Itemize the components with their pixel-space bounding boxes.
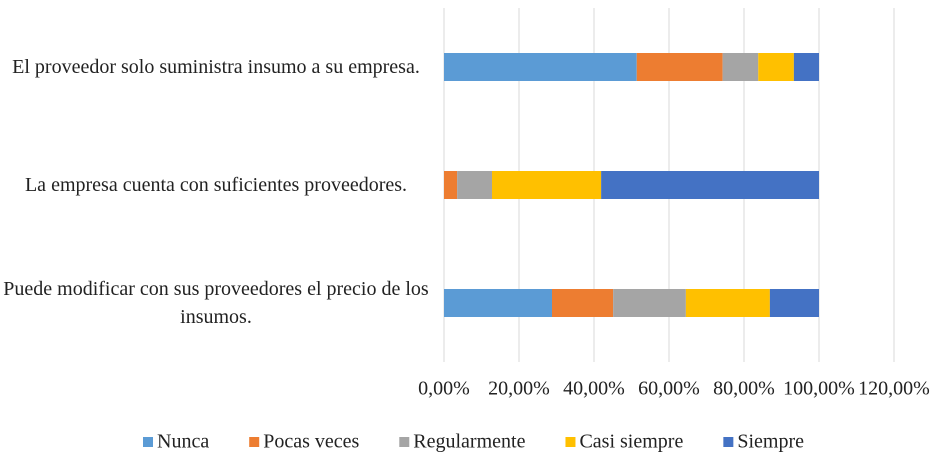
bar-segment <box>601 171 819 199</box>
x-tick-label: 20,00% <box>488 378 550 400</box>
legend-label: Siempre <box>737 431 804 453</box>
legend-marker <box>143 437 153 447</box>
bar-segment <box>758 53 794 81</box>
x-tick-label: 0,00% <box>418 378 470 400</box>
bar-segment <box>685 289 770 317</box>
x-tick-label: 80,00% <box>713 378 775 400</box>
x-tick-label: 40,00% <box>563 378 625 400</box>
bar-segment <box>613 289 686 317</box>
bar-segment <box>457 171 492 199</box>
legend-marker <box>723 437 734 447</box>
bar-segment <box>444 289 552 317</box>
category-label: Puede modificar con sus proveedores el p… <box>3 278 429 328</box>
bar-segment <box>769 289 819 317</box>
legend-label: Pocas veces <box>263 431 359 453</box>
legend-marker <box>399 437 410 447</box>
x-tick-label: 100,00% <box>783 378 855 400</box>
bar-segment <box>722 53 759 81</box>
legend-label: Casi siempre <box>579 431 683 453</box>
bar-segment <box>552 289 614 317</box>
bar-segment <box>492 171 602 199</box>
legend-marker <box>565 437 576 447</box>
bar-segment <box>444 53 637 81</box>
bar-segment <box>793 53 819 81</box>
category-label: La empresa cuenta con suficientes provee… <box>24 174 408 196</box>
category-label: El proveedor solo suministra insumo a su… <box>12 56 420 78</box>
x-tick-label: 60,00% <box>638 378 700 400</box>
legend-label: Regularmente <box>413 431 525 453</box>
bar-segment <box>444 171 458 199</box>
x-tick-label: 120,00% <box>858 378 930 400</box>
legend-marker <box>249 437 260 447</box>
bar-segment <box>636 53 723 81</box>
legend-label: Nunca <box>157 431 209 453</box>
